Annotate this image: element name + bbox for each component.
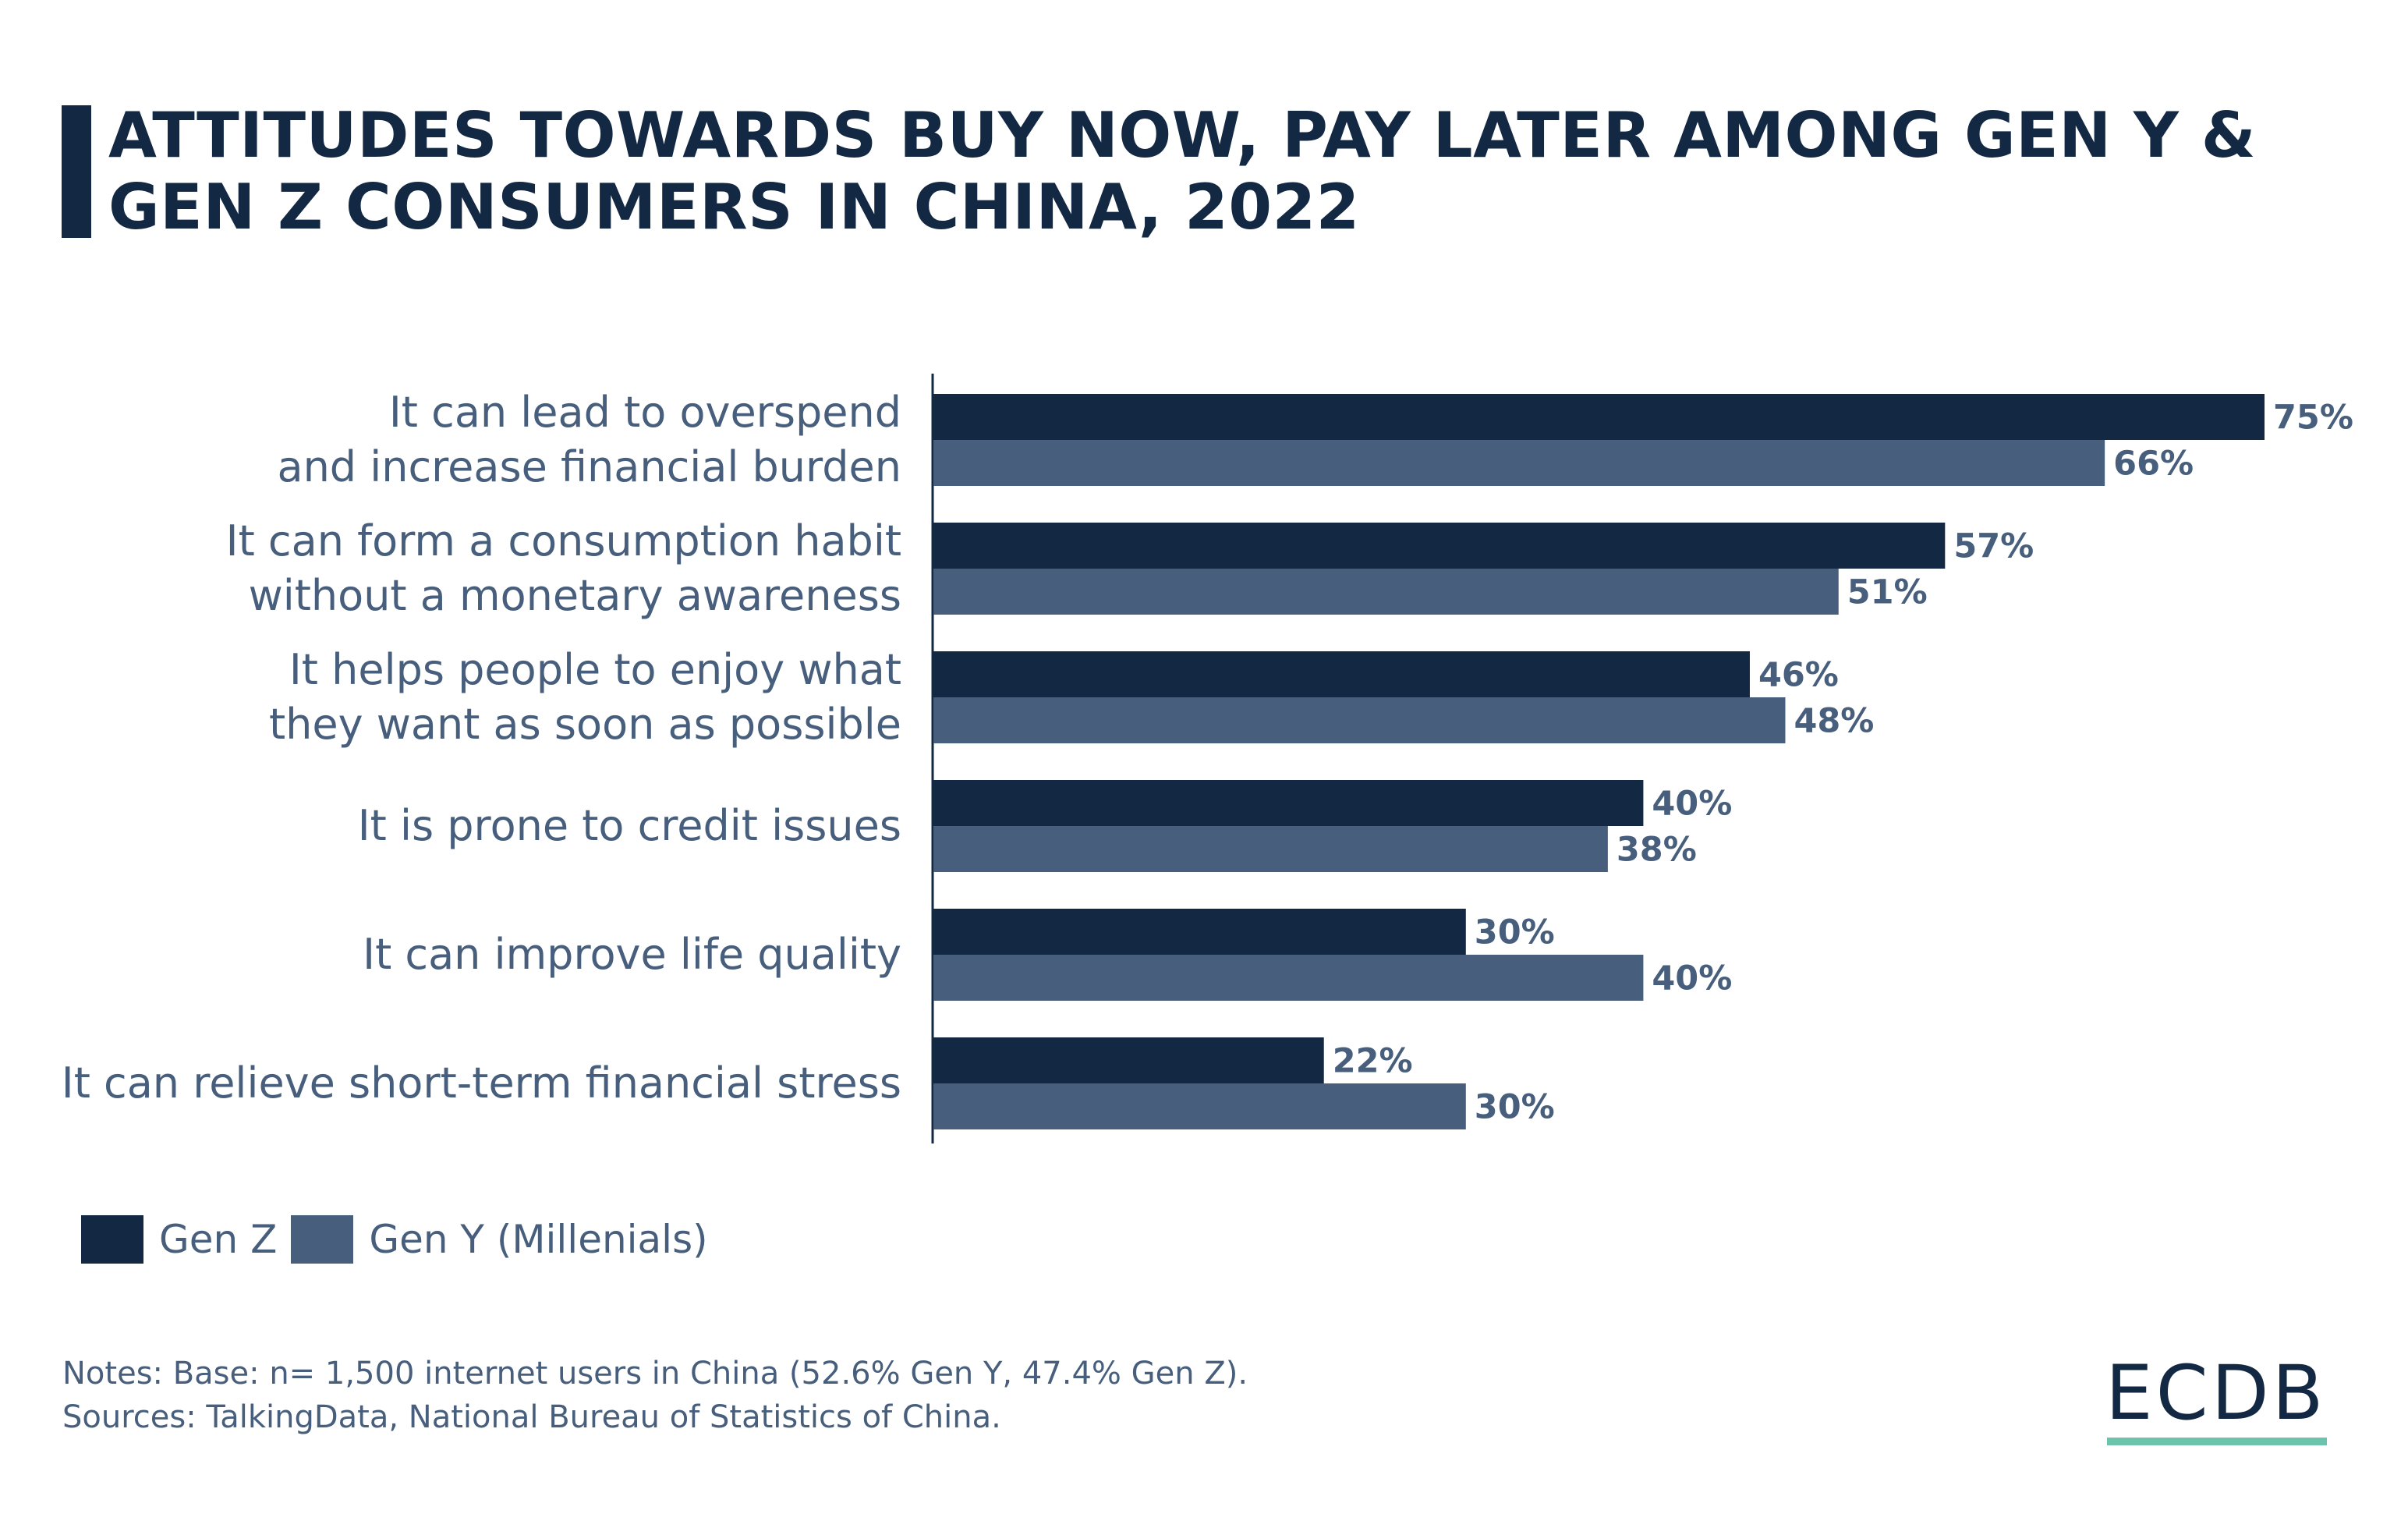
bar-gen-z: [933, 1037, 1324, 1083]
category-label: It can relieve short-term financial stre…: [61, 1058, 901, 1108]
data-label: 40%: [1652, 785, 1732, 824]
data-label: 75%: [2273, 399, 2353, 438]
data-label: 66%: [2113, 445, 2194, 484]
bar-gen-y: [933, 955, 1644, 1001]
legend-label: Gen Z: [159, 1217, 278, 1262]
bar-gen-z: [933, 780, 1644, 826]
ecdb-logo: ECDB: [2105, 1349, 2327, 1437]
chart-title: ATTITUDES TOWARDS BUY NOW, PAY LATER AMO…: [108, 99, 2257, 243]
bar-gen-y: [933, 1083, 1466, 1129]
data-label: 22%: [1333, 1042, 1413, 1081]
legend-swatch-gen-z: [81, 1215, 143, 1264]
legend-label: Gen Y (Millenials): [369, 1217, 708, 1262]
data-label: 38%: [1617, 831, 1697, 870]
legend: Gen Z Gen Y (Millenials): [81, 1215, 722, 1264]
legend-swatch-gen-y: [291, 1215, 354, 1264]
data-label: 51%: [1847, 573, 1928, 612]
notes-sources: Sources: TalkingData, National Bureau of…: [62, 1399, 1001, 1435]
legend-item-gen-z: Gen Z: [81, 1215, 277, 1264]
notes: Notes: Base: n= 1,500 internet users in …: [62, 1352, 1248, 1439]
data-label: 30%: [1475, 913, 1555, 952]
bar-gen-z: [933, 651, 1750, 697]
data-label: 40%: [1652, 959, 1732, 998]
category-label: It can form a consumption habit without …: [225, 516, 901, 620]
bar-gen-y: [933, 440, 2105, 486]
legend-item-gen-y: Gen Y (Millenials): [291, 1215, 708, 1264]
data-label: 57%: [1953, 527, 2034, 566]
data-label: 46%: [1758, 656, 1839, 695]
bar-gen-z: [933, 523, 1946, 569]
logo-underline: [2107, 1438, 2327, 1445]
bar-gen-y: [933, 826, 1608, 872]
data-label: 48%: [1794, 702, 1874, 741]
bar-gen-z: [933, 394, 2265, 440]
bar-gen-z: [933, 909, 1466, 955]
bar-gen-y: [933, 697, 1786, 743]
title-accent-bar: [62, 105, 91, 238]
bar-gen-y: [933, 569, 1839, 615]
data-label: 30%: [1475, 1088, 1555, 1127]
category-label: It is prone to credit issues: [357, 801, 901, 850]
notes-base: Notes: Base: n= 1,500 internet users in …: [62, 1356, 1248, 1392]
category-label: It helps people to enjoy what they want …: [268, 645, 901, 749]
category-label: It can lead to overspend and increase fi…: [277, 388, 901, 491]
category-label: It can improve life quality: [363, 930, 901, 979]
